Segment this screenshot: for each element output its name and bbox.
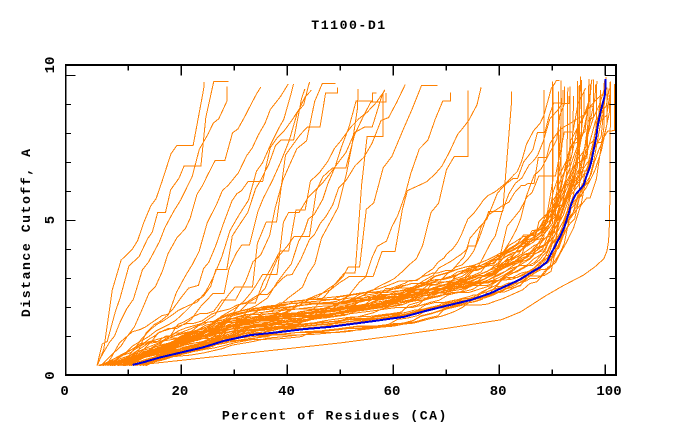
svg-text:0: 0 <box>43 371 59 379</box>
svg-text:0: 0 <box>60 384 68 400</box>
svg-text:40: 40 <box>278 384 295 400</box>
svg-text:5: 5 <box>43 216 59 224</box>
svg-text:60: 60 <box>384 384 401 400</box>
svg-text:80: 80 <box>490 384 507 400</box>
svg-text:20: 20 <box>171 384 188 400</box>
svg-text:10: 10 <box>43 57 59 74</box>
svg-text:T1100-D1: T1100-D1 <box>311 18 386 33</box>
svg-text:Distance Cutoff, A: Distance Cutoff, A <box>19 147 34 317</box>
svg-text:Percent of Residues (CA): Percent of Residues (CA) <box>222 409 448 424</box>
svg-text:100: 100 <box>596 384 621 400</box>
